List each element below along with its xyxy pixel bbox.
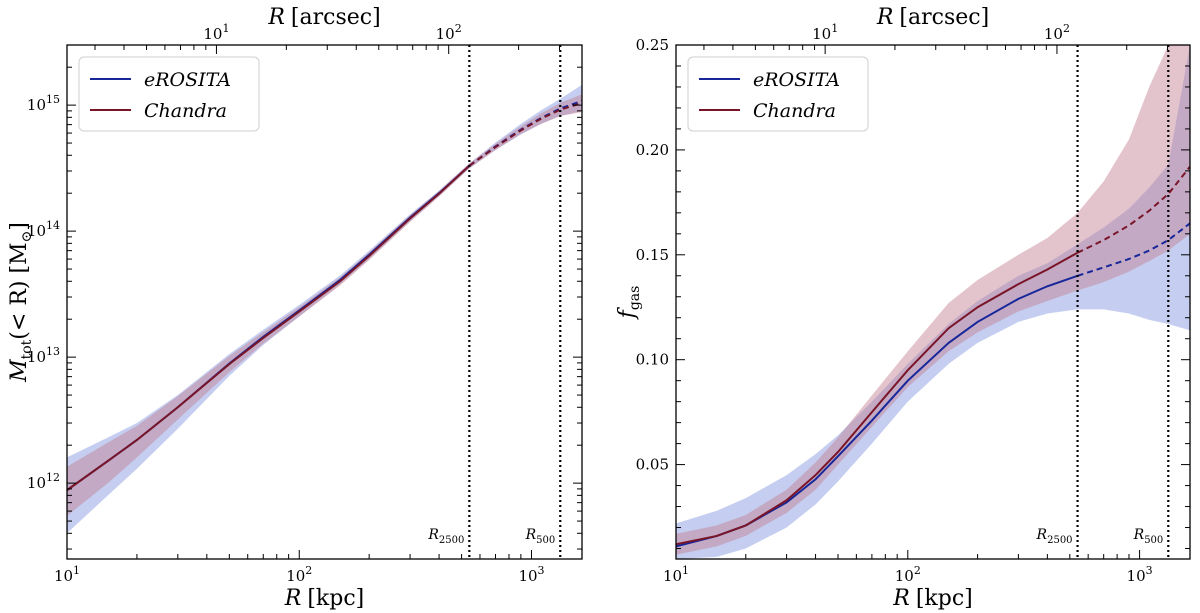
legend-label-erosita: eROSITA: [753, 69, 840, 91]
x2-axis-label: R [arcsec]: [267, 5, 380, 30]
band-erosita: [67, 84, 582, 534]
legend-label-chandra: Chandra: [753, 100, 836, 122]
x-tick-label: 102: [286, 564, 312, 585]
x2-tick-label: 102: [1044, 22, 1070, 43]
legend-box: [78, 56, 260, 132]
y-tick-label: 1012: [27, 471, 60, 492]
axes-frame: [675, 44, 1191, 560]
vline-label-r500: R500: [1133, 527, 1164, 546]
x-tick-label: 101: [54, 564, 80, 585]
x-axis-label: R [kpc]: [892, 586, 972, 611]
y-tick-label: 1015: [27, 93, 60, 114]
band-chandra: [67, 94, 582, 516]
vline-label-r500: R500: [525, 527, 556, 546]
y-tick-label: 0.15: [636, 246, 669, 264]
y-tick-label: 1013: [27, 345, 60, 366]
line-chandra: [676, 251, 1079, 546]
x-tick-label: 103: [1127, 564, 1153, 585]
y-tick-label: 0.20: [636, 141, 669, 159]
legend: eROSITA Chandra: [78, 56, 260, 132]
x-axis-label: R [kpc]: [284, 586, 364, 611]
x2-axis-label: R [arcsec]: [876, 5, 989, 30]
line-chandra-dashed: [468, 102, 582, 167]
x2-tick-label: 102: [436, 22, 462, 43]
legend: eROSITA Chandra: [687, 56, 869, 132]
plot-area: [676, 45, 1190, 559]
y-axis-label: Mtot(< R) [M⊙]: [7, 222, 35, 383]
vline-label-r2500: R2500: [1036, 527, 1073, 546]
legend-label-erosita: eROSITA: [144, 69, 231, 91]
x2-tick-label: 101: [812, 22, 838, 43]
y-tick-label: 1014: [27, 219, 60, 240]
x2-tick-label: 101: [203, 22, 229, 43]
y-tick-label: 0.25: [636, 36, 669, 54]
plot-area: [67, 84, 582, 534]
line-chandra: [67, 165, 471, 491]
legend-box: [687, 56, 869, 132]
panel-right-gas-fraction: R2500 R500 101 102 103 101 102 0.05 0.10 0.15 0.20…: [615, 5, 1191, 611]
line-erosita-dashed: [1077, 222, 1190, 277]
axes-frame: [66, 44, 583, 560]
vline-label-r2500: R2500: [427, 527, 464, 546]
panel-left-mass-profile: R2500 R500 101 102 103 101 102 1012 1013 1014 1015…: [7, 5, 583, 611]
x-tick-label: 102: [895, 564, 921, 585]
x-tick-label: 101: [663, 564, 689, 585]
y-tick-label: 0.10: [636, 351, 669, 369]
y-tick-label: 0.05: [636, 456, 669, 474]
band-erosita: [676, 45, 1190, 559]
line-chandra-dashed: [1077, 166, 1190, 254]
x-tick-label: 103: [518, 564, 544, 585]
legend-label-chandra: Chandra: [144, 100, 227, 122]
y-axis-label: fgas: [615, 286, 643, 321]
